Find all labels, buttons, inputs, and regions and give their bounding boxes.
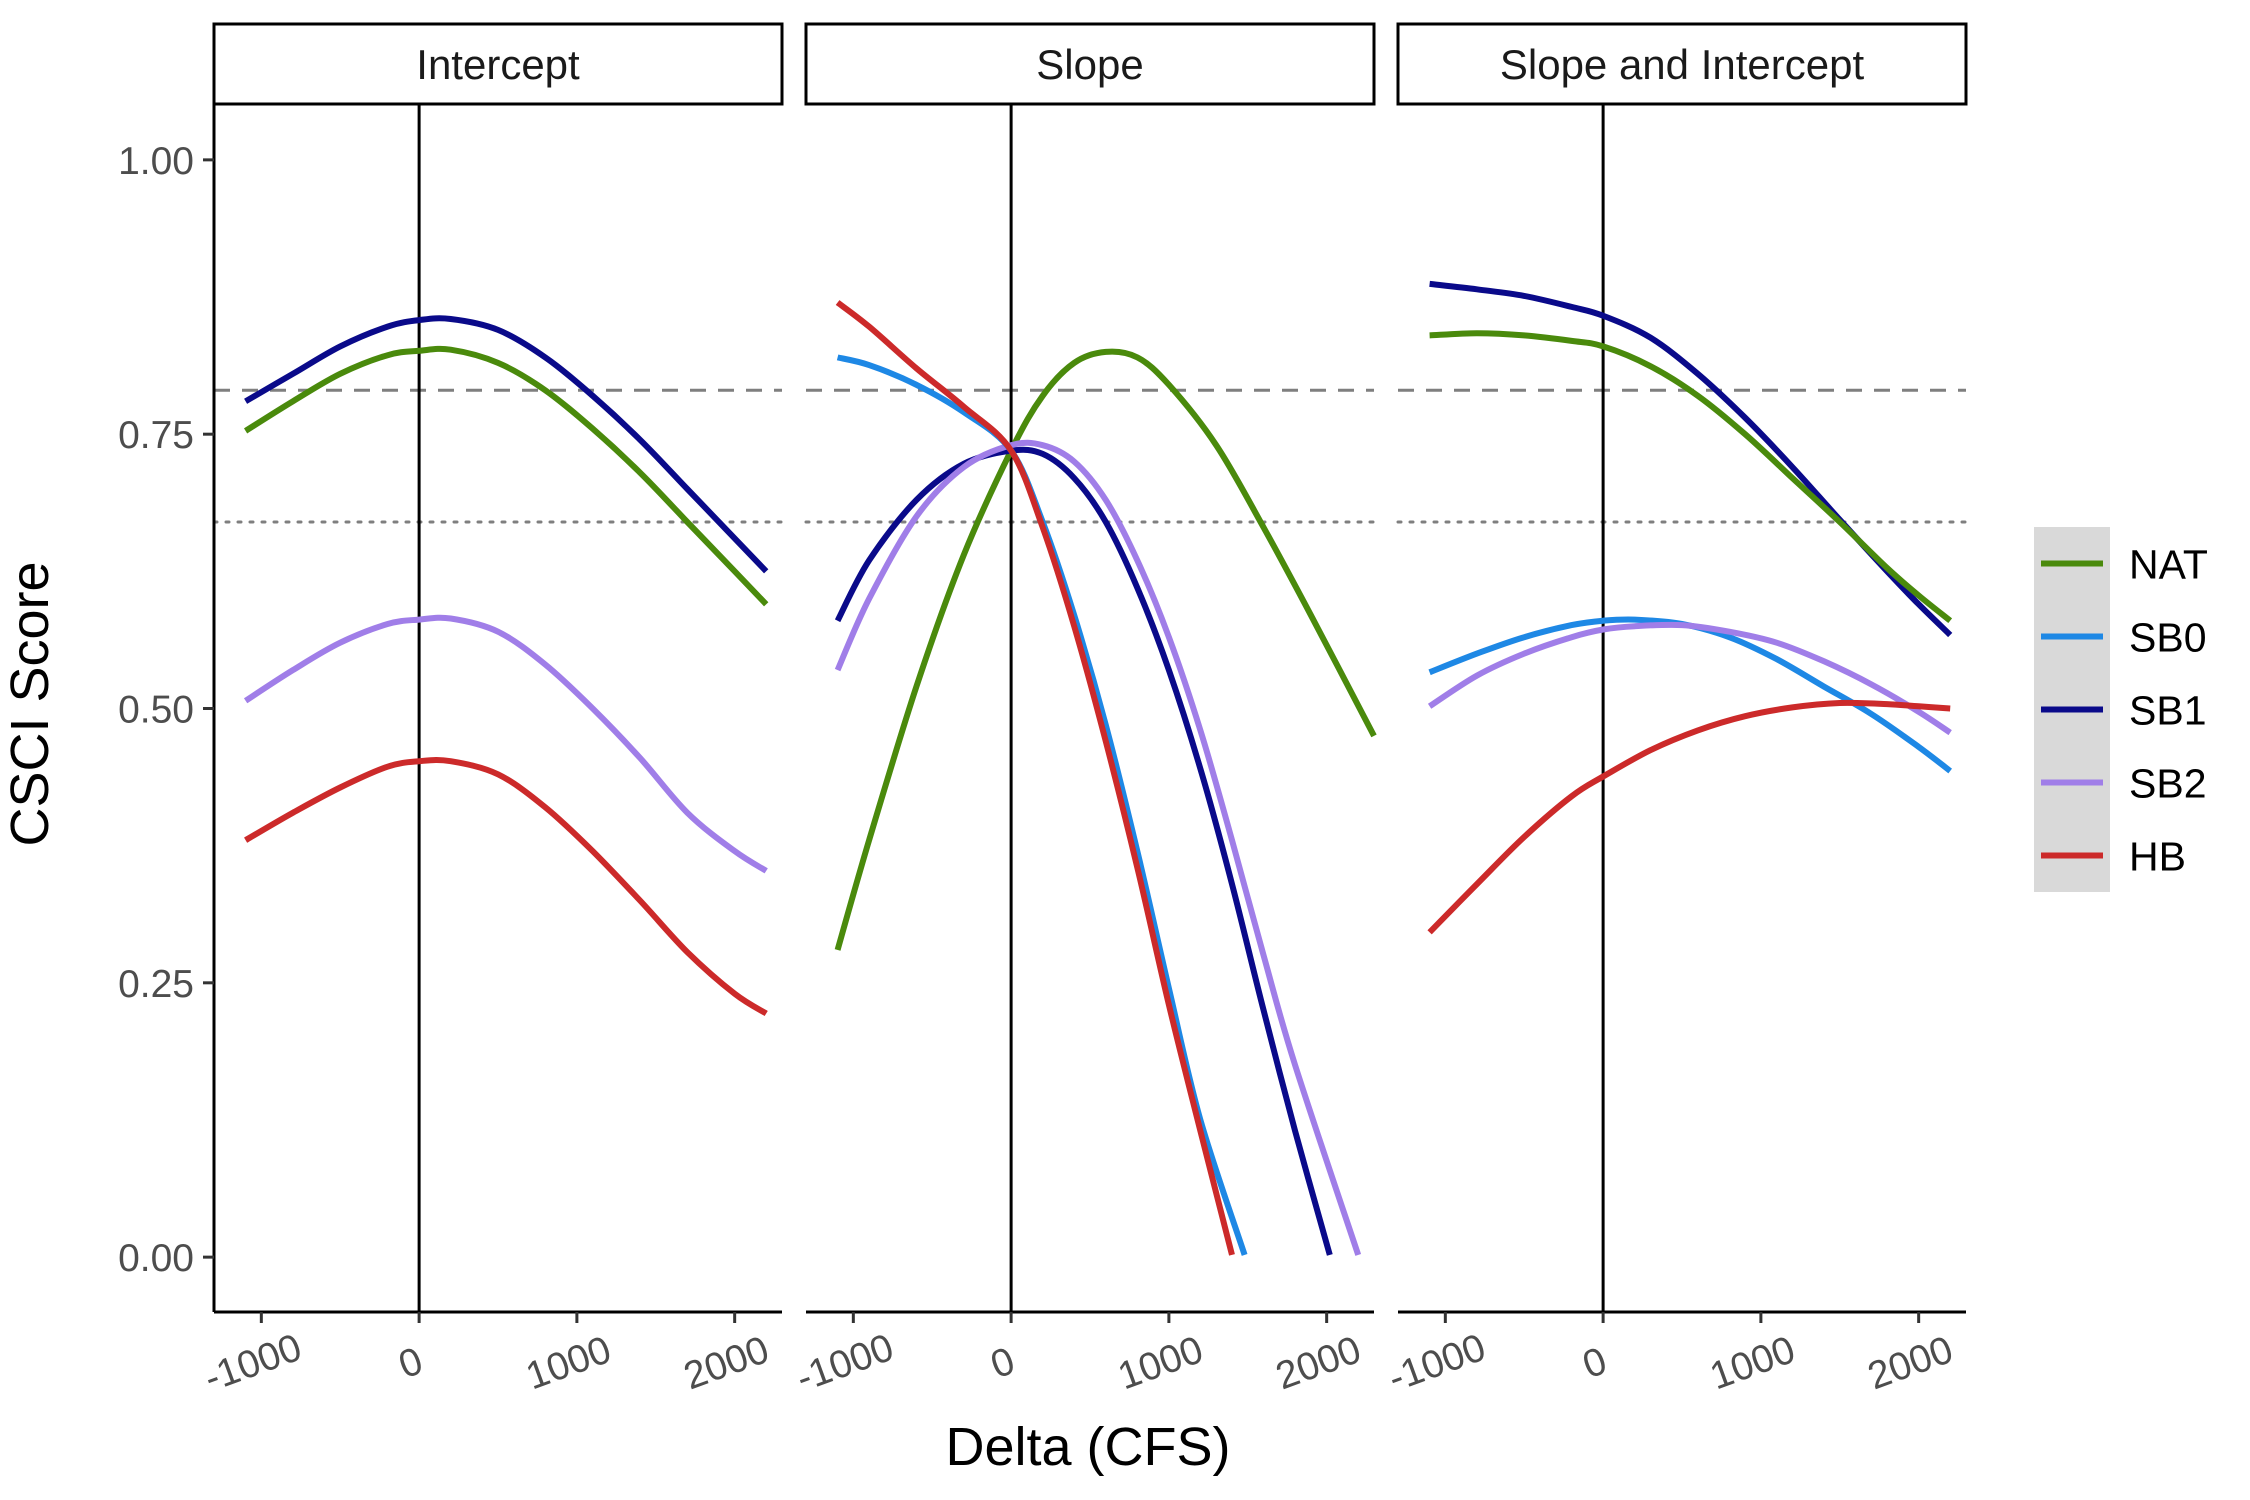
panel-slope: Slope -1000 0 1000 2000	[791, 22, 1377, 1401]
series-line-hb	[244, 756, 768, 1017]
y-tick-label: 0.00	[118, 1237, 194, 1280]
x-tick-label: 0	[1577, 1339, 1612, 1387]
series-line-hb	[1427, 699, 1951, 935]
x-tick-label: -1000	[1383, 1326, 1491, 1401]
x-tick-label: 2000	[678, 1328, 774, 1398]
series-line-sb0	[1428, 616, 1953, 774]
x-tick-label: -1000	[791, 1326, 899, 1401]
series-line-sb2	[834, 439, 1362, 1256]
x-tick-label: 0	[985, 1339, 1020, 1387]
legend-label-sb1: SB1	[2129, 688, 2207, 734]
facet-strip	[1396, 22, 1968, 106]
facet-strip	[212, 22, 784, 106]
x-tick-label: 2000	[1862, 1328, 1958, 1398]
series-line-sb1	[244, 315, 769, 574]
legend-label-sb2: SB2	[2129, 761, 2207, 807]
series-line-sb1	[834, 446, 1333, 1256]
x-tick-label: 1000	[1113, 1328, 1209, 1398]
legend-label-nat: NAT	[2129, 542, 2208, 588]
legend-label-hb: HB	[2129, 834, 2186, 880]
series-line-sb2	[243, 614, 768, 874]
panel-intercept: Intercept -1000 0 1000 2000 0.00 0.25 0.50 0.75 1…	[118, 22, 784, 1401]
series-line-nat	[1429, 330, 1953, 624]
y-axis-title: CSCI Score	[0, 561, 60, 846]
y-tick-label: 1.00	[118, 140, 194, 183]
x-tick-label: -1000	[199, 1326, 307, 1401]
panel-slope-and-intercept: Slope and Intercept -1000 0 1000 2000	[1383, 22, 1968, 1401]
x-tick-label: 0	[393, 1339, 428, 1387]
facet-strip-label: Slope	[1036, 41, 1143, 88]
series-line-hb	[835, 300, 1235, 1256]
legend: NAT SB0 SB1 SB2 HB	[2034, 527, 2208, 892]
panels-layer: Intercept -1000 0 1000 2000 0.00 0.25 0.50 0.75 1…	[118, 22, 1968, 1401]
x-tick-label: 1000	[1705, 1328, 1801, 1398]
y-tick-label: 0.50	[118, 689, 194, 732]
series-line-nat	[244, 345, 769, 607]
x-axis-title: Delta (CFS)	[945, 1417, 1230, 1477]
x-tick-label: 1000	[521, 1328, 617, 1398]
series-line-nat	[834, 348, 1377, 951]
facet-strip-label: Intercept	[416, 41, 580, 88]
series-line-sb0	[836, 354, 1248, 1256]
legend-label-sb0: SB0	[2129, 615, 2207, 661]
x-tick-label: 2000	[1270, 1328, 1366, 1398]
facet-strip	[804, 22, 1376, 106]
facet-strip-label: Slope and Intercept	[1500, 41, 1865, 88]
y-tick-label: 0.25	[118, 963, 194, 1006]
y-tick-label: 0.75	[118, 414, 194, 457]
series-line-sb2	[1427, 621, 1952, 736]
